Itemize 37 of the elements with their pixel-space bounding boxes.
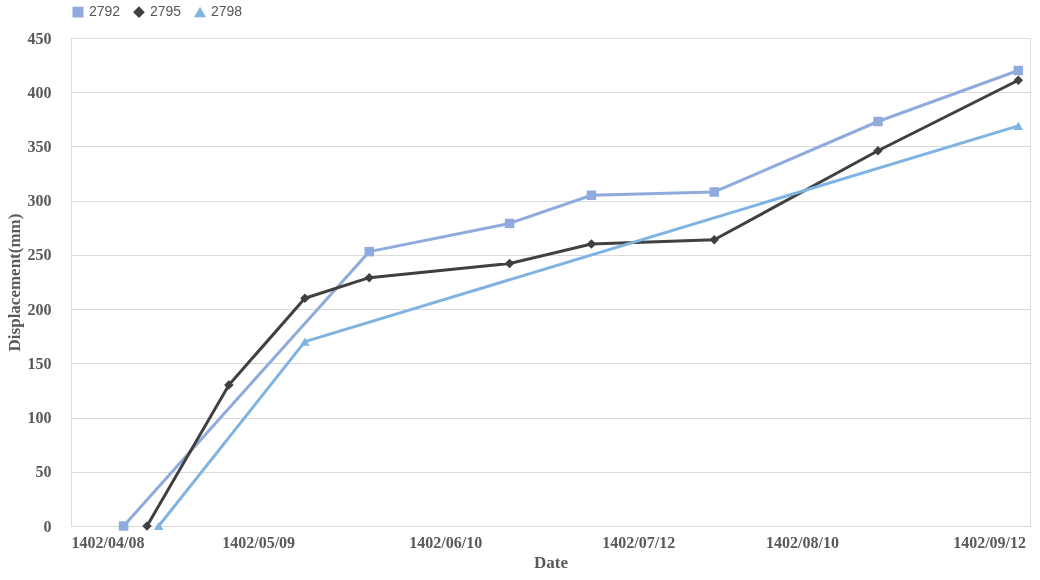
- point: [1013, 121, 1024, 130]
- y-tick-label: 300: [27, 192, 52, 210]
- x-tick-label: 1402/08/10: [766, 533, 839, 551]
- point: [873, 146, 883, 156]
- y-tick-label: 150: [27, 354, 52, 372]
- y-tick-label: 0: [43, 517, 52, 535]
- point: [153, 521, 164, 531]
- y-tick-label: 200: [27, 300, 52, 318]
- legend-label: 2798: [211, 3, 243, 20]
- x-tick-label: 1402/07/12: [602, 533, 676, 551]
- point: [873, 116, 883, 127]
- point: [1013, 75, 1024, 86]
- point: [364, 246, 374, 257]
- legend-label: 2792: [89, 3, 121, 20]
- point: [504, 258, 515, 269]
- point: [586, 190, 597, 200]
- point: [300, 293, 310, 304]
- point: [709, 187, 719, 197]
- x-tick-label: 1402/09/12: [953, 533, 1027, 551]
- point: [1013, 65, 1024, 76]
- x-axis-title: Date: [534, 552, 569, 572]
- y-tick-label: 350: [27, 137, 52, 155]
- y-tick-label: 50: [35, 463, 52, 481]
- y-axis-title: Displacement(mm): [4, 213, 24, 352]
- legend-label: 2795: [150, 3, 182, 20]
- y-tick-label: 250: [27, 246, 52, 264]
- x-tick-label: 1402/05/09: [222, 533, 296, 551]
- x-tick-label: 1402/06/10: [409, 533, 483, 551]
- y-tick-label: 450: [27, 29, 52, 47]
- y-tick-label: 400: [27, 83, 52, 101]
- y-tick-label: 100: [27, 409, 52, 427]
- x-tick-label: 1402/04/08: [71, 533, 145, 551]
- point: [364, 272, 374, 283]
- point: [709, 234, 719, 245]
- point: [118, 521, 129, 531]
- point: [504, 218, 515, 229]
- point: [300, 337, 310, 346]
